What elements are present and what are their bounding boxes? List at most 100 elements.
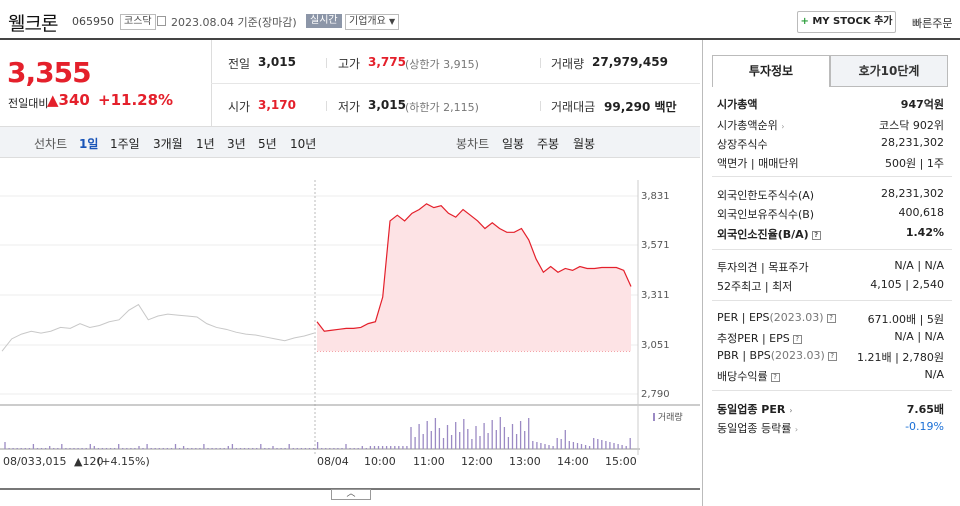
help-icon[interactable]: ?: [826, 314, 836, 323]
low-value: 3,015: [368, 98, 406, 112]
est-eps-label: EPS: [769, 332, 790, 345]
sector-per-link[interactable]: 동일업종 PER ›: [717, 401, 793, 417]
help-icon[interactable]: ?: [770, 373, 780, 382]
week52-low-label: 최저: [772, 280, 793, 293]
face-unit-label: 액면가 | 매매단위: [717, 157, 799, 170]
up-triangle-icon: ▲: [47, 91, 59, 109]
header-divider: [0, 38, 960, 40]
sector-per-value: 7.65배: [906, 403, 944, 416]
sector-change-link[interactable]: 동일업종 등락률 ›: [717, 420, 798, 436]
y-tick: 3,571: [641, 240, 670, 251]
section-divider: [712, 390, 952, 391]
price-change: ▲340: [47, 91, 90, 109]
bps-label: BPS: [749, 349, 771, 362]
per-eps-label: PER | EPS(2023.03)?: [717, 311, 836, 324]
change-percent: +11.28%: [98, 91, 174, 109]
up-triangle-icon: ▲: [74, 455, 83, 468]
target-price-label: 목표주가: [768, 261, 809, 274]
period-3y[interactable]: 3년: [227, 137, 246, 151]
tab-orderbook[interactable]: 호가10단계: [830, 55, 948, 87]
week52-value: 4,105 | 2,540: [870, 278, 944, 291]
market-cap-value: 947억원: [900, 98, 944, 111]
foreign-ratio-label: 외국인소진율(B/A): [717, 228, 809, 241]
period-10y[interactable]: 10년: [290, 137, 317, 151]
period-1d[interactable]: 1일: [79, 137, 99, 151]
week52-high-label: 52주최고: [717, 280, 762, 293]
my-stock-add-button[interactable]: + MY STOCK 추가: [797, 11, 896, 33]
prev-day-line: [1, 303, 315, 352]
candle-daily[interactable]: 일봉: [502, 137, 525, 151]
opinion-target-label: 투자의견 | 목표주가: [717, 261, 809, 274]
volume-legend: 거래량: [653, 410, 683, 423]
x-tick: 08/03: [3, 455, 35, 468]
trade-unit-label: 매매단위: [758, 157, 799, 170]
est-eps-value: N/A: [924, 330, 944, 343]
dividend-label: 배당수익률?: [717, 368, 780, 384]
foreign-hold-label: 외국인보유주식수(B): [717, 208, 815, 221]
est-per-label: 추정PER | EPS?: [717, 330, 802, 346]
calendar-icon: [157, 16, 166, 26]
opinion-label: 투자의견: [717, 261, 758, 274]
pbr-bps-label: PBR | BPS(2023.03)?: [717, 349, 837, 362]
current-price: 3,355: [7, 56, 92, 89]
my-stock-label: MY STOCK 추가: [812, 16, 893, 27]
prev-close-value: 3,015: [258, 55, 296, 69]
stat-divider: [326, 101, 327, 111]
company-overview-dropdown[interactable]: 기업개요 ▼: [345, 14, 400, 30]
market-cap-rank-label: 시가총액순위: [717, 119, 778, 132]
help-icon[interactable]: ?: [811, 231, 821, 240]
candle-monthly[interactable]: 월봉: [573, 137, 596, 151]
eps-value: 5원: [926, 313, 944, 326]
pbr-value: 1.21배: [857, 351, 892, 364]
opinion-target-value: N/A | N/A: [894, 259, 944, 272]
amount-value: 99,290 백만: [604, 100, 677, 114]
market-cap-rank-link[interactable]: 시가총액순위 ›: [717, 117, 784, 133]
est-per-value: N/A | N/A: [894, 330, 944, 343]
x-tick: 15:00: [605, 455, 637, 468]
prev-day-change-value: 120: [82, 455, 104, 468]
candle-chart-label: 봉차트: [456, 137, 490, 151]
sector-change-value: -0.19%: [905, 420, 944, 433]
period-5y[interactable]: 5년: [258, 137, 277, 151]
y-tick: 2,790: [641, 389, 670, 400]
prev-day-change: ▲120: [74, 455, 103, 468]
section-divider: [712, 249, 952, 250]
open-label: 시가: [228, 100, 251, 114]
candle-weekly[interactable]: 주봉: [537, 137, 560, 151]
pbr-bps-value: 1.21배 | 2,780원: [857, 351, 944, 364]
chevron-right-icon: ›: [794, 425, 799, 434]
high-value: 3,775: [368, 55, 406, 69]
line-chart-label: 선차트: [34, 137, 68, 151]
price-area: [317, 203, 631, 352]
help-icon[interactable]: ?: [827, 352, 837, 361]
per-eps-value: 671.00배 | 5원: [867, 313, 944, 326]
est-per-label-text: 추정PER: [717, 332, 759, 345]
help-icon[interactable]: ?: [792, 335, 802, 344]
price-chart: [0, 180, 700, 455]
x-tick: 14:00: [557, 455, 589, 468]
face-value: 500원: [885, 157, 917, 170]
tab-investment-info[interactable]: 투자정보: [712, 55, 830, 87]
chevron-up-icon[interactable]: ︿: [331, 489, 371, 500]
realtime-badge[interactable]: 실시간: [306, 14, 342, 28]
stat-divider: [540, 101, 541, 111]
chevron-right-icon: ›: [781, 122, 785, 131]
section-divider: [712, 300, 952, 301]
market-cap-label: 시가총액: [717, 98, 758, 111]
low-label: 저가: [338, 100, 361, 114]
period-1y[interactable]: 1년: [196, 137, 215, 151]
period-1w[interactable]: 1주일: [110, 137, 140, 151]
foreign-limit-label: 외국인한도주식수(A): [717, 189, 815, 202]
period-3m[interactable]: 3개월: [153, 137, 183, 151]
foreign-limit-value: 28,231,302: [881, 187, 944, 200]
stock-code: 065950: [72, 15, 114, 28]
stats-row-divider: [211, 83, 700, 84]
fast-order-button[interactable]: 빠른주문: [912, 17, 953, 30]
eps-label: EPS: [748, 311, 770, 324]
week52-label: 52주최고 | 최저: [717, 280, 793, 293]
x-tick: 08/04: [317, 455, 349, 468]
plus-icon: +: [800, 16, 809, 27]
market-badge: 코스닥: [120, 14, 156, 30]
face-value-label: 액면가: [717, 157, 748, 170]
high-label: 고가: [338, 57, 361, 71]
